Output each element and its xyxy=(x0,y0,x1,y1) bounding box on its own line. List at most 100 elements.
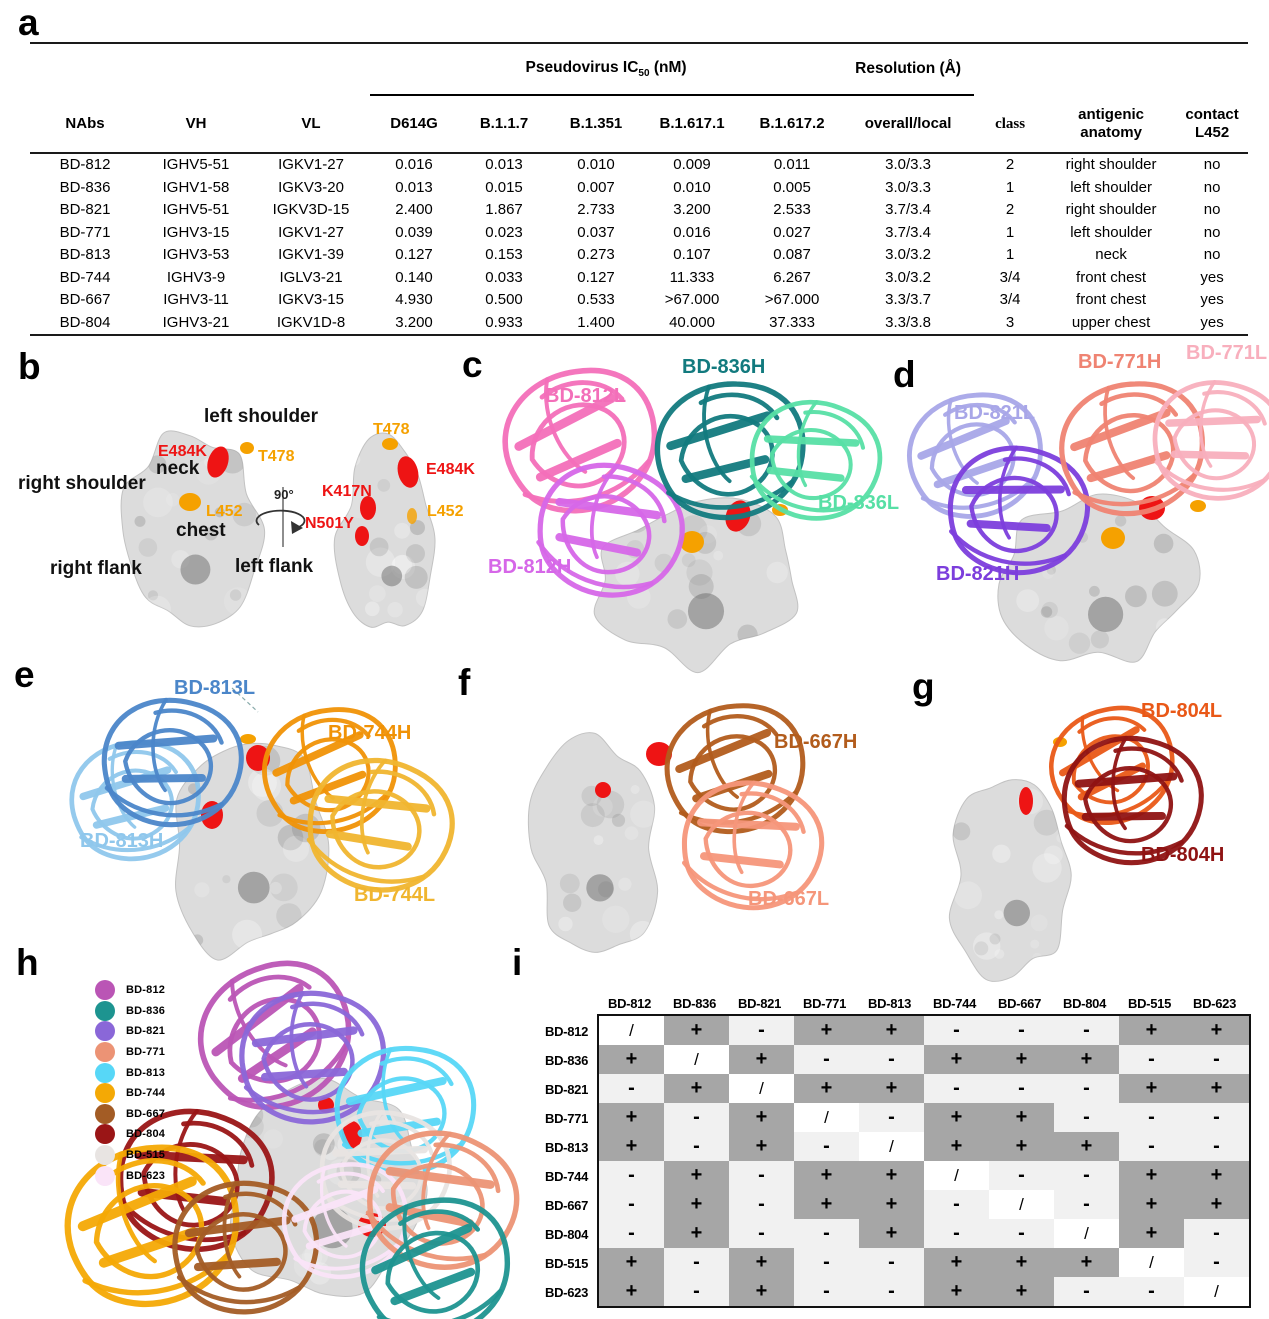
legend-swatch xyxy=(95,1103,115,1124)
bd804-structure xyxy=(948,705,1204,982)
table-cell: 0.013 xyxy=(395,178,433,196)
matrix-cell: / xyxy=(794,1103,859,1132)
anatomy-label-left-flank: left flank xyxy=(235,556,314,577)
table-row: BD-771 IGHV3-15 IGKV1-27 0.039 0.023 0.037 0.0… xyxy=(30,222,1248,245)
legend-label: BD-821 xyxy=(126,1025,166,1038)
table-cell: 0.037 xyxy=(577,223,615,241)
matrix-cell: - xyxy=(664,1277,729,1306)
matrix-cell: + xyxy=(859,1219,924,1248)
matrix-cell: + xyxy=(599,1103,664,1132)
rotation-90-icon xyxy=(255,487,306,547)
legend-swatch xyxy=(95,1000,115,1021)
legend-label: BD-623 xyxy=(126,1169,166,1182)
spacer-cell xyxy=(30,43,370,95)
bd813-bd744-structure xyxy=(69,687,455,961)
table-cell: IGKV3-20 xyxy=(278,178,344,196)
table-cell: yes xyxy=(1200,313,1224,331)
column-header-contact-l452: contact L452 xyxy=(1176,95,1249,154)
table-cell: front chest xyxy=(1076,268,1147,286)
matrix-cell: + xyxy=(794,1190,859,1219)
table-cell: >67.000 xyxy=(664,291,720,309)
table-cell: >67.000 xyxy=(764,291,820,309)
panel-e-label: e xyxy=(14,654,35,695)
chain-label-bd744l: BD-744L xyxy=(354,884,436,906)
legend-swatch xyxy=(95,1021,115,1042)
matrix-cell: - xyxy=(794,1248,859,1277)
matrix-cell: - xyxy=(1054,1161,1119,1190)
bd836h-ribbon xyxy=(654,381,806,521)
legend-swatch xyxy=(95,1062,115,1083)
matrix-cell: + xyxy=(1184,1190,1249,1219)
table-cell: neck xyxy=(1095,246,1127,264)
l452-site-patch xyxy=(1101,527,1125,549)
table-cell: 6.267 xyxy=(773,268,811,286)
legend-item: BD-771 xyxy=(95,1042,165,1063)
panel-f-label: f xyxy=(458,662,471,703)
table-cell: 0.007 xyxy=(577,178,615,196)
table-cell: 0.009 xyxy=(673,156,711,174)
table-cell: IGHV1-58 xyxy=(162,178,230,196)
chain-label-bd667l: BD-667L xyxy=(748,888,830,910)
table-cell: 0.016 xyxy=(673,223,711,241)
legend-item: BD-744 xyxy=(95,1083,165,1104)
matrix-row-header: BD-623 xyxy=(545,1284,588,1300)
table-cell: 3.0/3.2 xyxy=(885,246,932,264)
matrix-cell: - xyxy=(794,1219,859,1248)
column-header-b16172: B.1.617.2 xyxy=(742,95,843,154)
anatomy-label-right-flank: right flank xyxy=(50,558,142,579)
table-cell: BD-812 xyxy=(59,156,111,174)
table-cell: 1.867 xyxy=(485,201,523,219)
panel-a-label: a xyxy=(18,2,39,43)
chain-label-bd821h: BD-821H xyxy=(936,563,1020,585)
anatomy-label-left-shoulder: left shoulder xyxy=(204,406,319,427)
table-row: BD-813 IGHV3-53 IGKV1-39 0.127 0.153 0.273 0.1… xyxy=(30,244,1248,267)
table-cell: 3.7/3.4 xyxy=(885,223,932,241)
table-row: BD-812 IGHV5-51 IGKV1-27 0.016 0.013 0.010 0.0… xyxy=(30,153,1248,177)
table-cell: left shoulder xyxy=(1070,223,1152,241)
site-label-e484k-side: E484K xyxy=(426,461,475,478)
matrix-cell: - xyxy=(924,1074,989,1103)
matrix-cell: + xyxy=(989,1248,1054,1277)
table-cell: 3 xyxy=(1005,313,1015,331)
matrix-cell: - xyxy=(599,1161,664,1190)
table-cell: IGHV3-15 xyxy=(162,223,230,241)
matrix-cell: + xyxy=(989,1045,1054,1074)
matrix-cell: - xyxy=(1119,1132,1184,1161)
chain-label-bd812l: BD-812L xyxy=(545,385,627,407)
matrix-cell: + xyxy=(1054,1132,1119,1161)
table-cell: 3.0/3.3 xyxy=(885,178,932,196)
legend-item: BD-812 xyxy=(95,980,165,1001)
table-cell: left shoulder xyxy=(1070,178,1152,196)
anatomy-label-neck: neck xyxy=(156,458,200,479)
matrix-cell: / xyxy=(924,1161,989,1190)
table-cell: IGKV1-27 xyxy=(278,156,344,174)
all-nabs-overlay-structure xyxy=(64,960,520,1319)
rotation-angle-label: 90° xyxy=(274,487,294,502)
matrix-column-header: BD-667 xyxy=(998,996,1041,1011)
column-header-overall-local: overall/local xyxy=(842,95,975,154)
table-cell: 3.3/3.7 xyxy=(885,291,932,309)
matrix-cell: - xyxy=(859,1277,924,1306)
chain-label-bd771h: BD-771H xyxy=(1078,351,1162,373)
table-cell: 1 xyxy=(1005,246,1015,264)
table-cell: 0.140 xyxy=(395,268,433,286)
legend-swatch xyxy=(95,1145,115,1166)
anatomy-label-right-shoulder: right shoulder xyxy=(18,473,146,494)
legend-swatch xyxy=(95,1083,115,1104)
legend-label: BD-667 xyxy=(126,1107,166,1120)
matrix-cell: - xyxy=(1184,1045,1249,1074)
column-header-b117: B.1.1.7 xyxy=(458,95,551,154)
legend-label: BD-771 xyxy=(126,1046,166,1059)
matrix-cell: + xyxy=(924,1277,989,1306)
table-cell: no xyxy=(1203,223,1221,241)
matrix-cell: + xyxy=(1119,1161,1184,1190)
matrix-cell: + xyxy=(924,1103,989,1132)
ic50-header-text: Pseudovirus IC xyxy=(525,58,639,76)
table-cell: IGHV3-21 xyxy=(162,313,230,331)
matrix-cell: + xyxy=(989,1132,1054,1161)
panel-b-label: b xyxy=(18,346,41,387)
matrix-cell: / xyxy=(1119,1248,1184,1277)
bd836-overlay-ribbon xyxy=(359,1197,511,1319)
legend-label: BD-804 xyxy=(126,1128,166,1141)
